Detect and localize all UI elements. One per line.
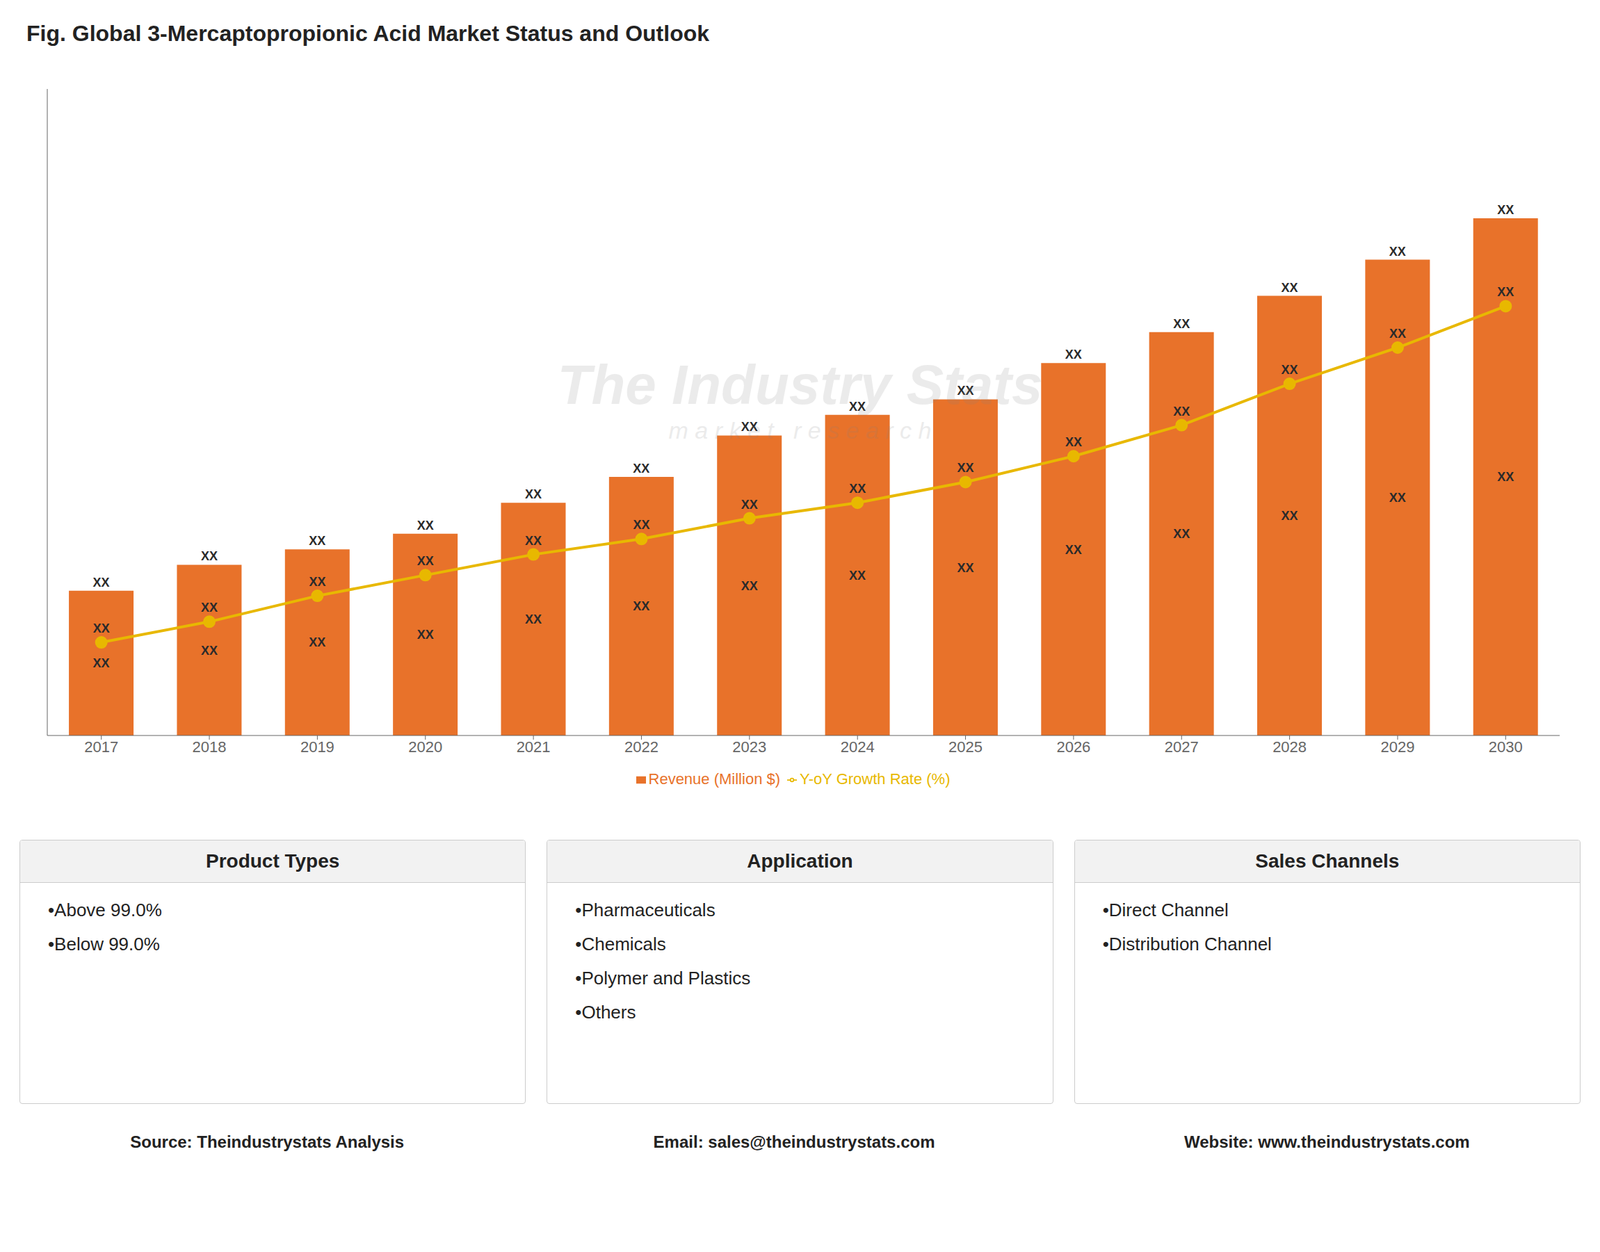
svg-text:2017: 2017	[84, 738, 119, 756]
svg-text:2026: 2026	[1056, 738, 1091, 756]
svg-text:XX: XX	[1065, 347, 1082, 362]
svg-text:XX: XX	[1497, 285, 1514, 300]
svg-text:XX: XX	[1389, 326, 1406, 341]
svg-text:2030: 2030	[1488, 738, 1523, 756]
svg-text:XX: XX	[1173, 317, 1190, 331]
svg-text:XX: XX	[308, 534, 326, 548]
svg-text:XX: XX	[1497, 470, 1514, 484]
svg-text:XX: XX	[417, 518, 434, 533]
svg-text:2027: 2027	[1164, 738, 1199, 756]
svg-text:XX: XX	[1065, 435, 1082, 450]
svg-text:XX: XX	[956, 561, 974, 576]
svg-text:XX: XX	[849, 481, 866, 496]
svg-text:XX: XX	[632, 461, 650, 476]
svg-text:XX: XX	[93, 575, 110, 590]
svg-text:2020: 2020	[408, 738, 443, 756]
svg-text:XX: XX	[417, 554, 434, 569]
svg-text:2029: 2029	[1380, 738, 1415, 756]
svg-text:XX: XX	[1280, 508, 1298, 523]
svg-text:XX: XX	[1065, 543, 1082, 557]
svg-text:XX: XX	[93, 621, 110, 636]
svg-text:XX: XX	[524, 534, 542, 548]
svg-text:XX: XX	[200, 643, 218, 658]
svg-text:XX: XX	[957, 461, 975, 475]
svg-text:XX: XX	[524, 487, 542, 502]
svg-text:XX: XX	[524, 612, 542, 627]
svg-text:XX: XX	[741, 579, 758, 594]
svg-text:XX: XX	[741, 419, 758, 434]
svg-text:XX: XX	[1389, 490, 1406, 505]
svg-text:XX: XX	[308, 635, 326, 650]
svg-text:XX: XX	[1389, 244, 1406, 259]
svg-text:XX: XX	[632, 599, 650, 614]
svg-text:XX: XX	[1281, 362, 1299, 377]
svg-text:XX: XX	[741, 497, 758, 512]
svg-text:XX: XX	[93, 656, 110, 671]
svg-text:2023: 2023	[732, 738, 767, 756]
svg-text:XX: XX	[849, 568, 866, 583]
svg-text:2018: 2018	[192, 738, 227, 756]
svg-text:XX: XX	[1173, 404, 1190, 419]
svg-text:XX: XX	[632, 518, 650, 532]
svg-text:2021: 2021	[516, 738, 551, 756]
svg-text:XX: XX	[956, 383, 974, 398]
svg-text:XX: XX	[308, 575, 326, 589]
svg-text:2028: 2028	[1272, 738, 1307, 756]
svg-text:XX: XX	[417, 627, 434, 642]
svg-text:XX: XX	[849, 399, 866, 414]
svg-text:2025: 2025	[948, 738, 983, 756]
svg-text:2022: 2022	[624, 738, 659, 756]
svg-text:XX: XX	[200, 549, 218, 564]
svg-text:XX: XX	[1497, 203, 1514, 217]
svg-text:XX: XX	[1280, 280, 1298, 295]
svg-text:2019: 2019	[300, 738, 335, 756]
svg-text:XX: XX	[1173, 527, 1190, 541]
svg-text:XX: XX	[200, 600, 218, 615]
svg-text:2024: 2024	[840, 738, 875, 756]
